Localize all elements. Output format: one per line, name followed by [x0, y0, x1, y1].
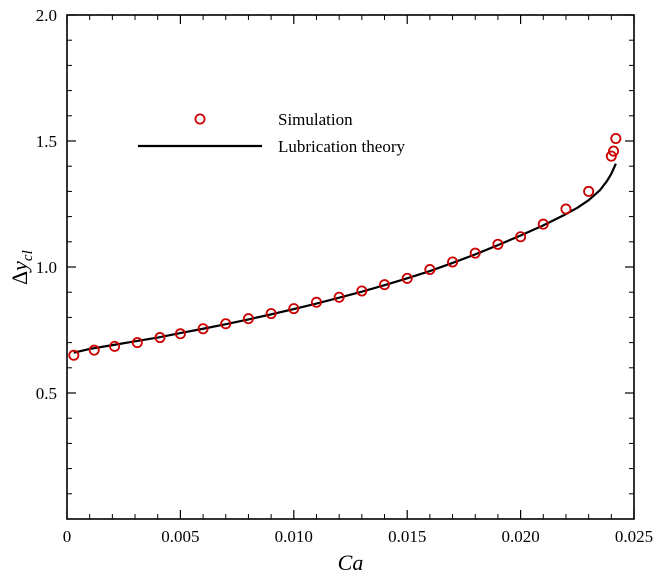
y-tick-label: 1.5 [36, 132, 57, 151]
data-point-simulation [356, 285, 368, 297]
data-point-simulation [560, 203, 572, 215]
y-axis-title: Δycl [7, 250, 36, 285]
data-point-simulation [242, 313, 254, 325]
data-point-simulation [469, 247, 481, 259]
data-point-simulation [515, 231, 527, 243]
legend-label-lubrication-theory: Lubrication theory [278, 137, 405, 156]
legend: Simulation Lubrication theory [138, 110, 405, 156]
data-point-simulation [197, 323, 209, 335]
plot-frame [66, 14, 635, 520]
data-point-simulation [109, 340, 121, 352]
x-axis-title: Ca [338, 550, 364, 575]
data-point-simulation [424, 264, 436, 276]
y-axis-title-prefix: Δ [7, 271, 32, 285]
data-point-simulation [131, 337, 143, 349]
y-tick-label: 0.5 [36, 384, 57, 403]
data-point-simulation [605, 150, 617, 162]
legend-label-simulation: Simulation [278, 110, 353, 129]
data-point-simulation [447, 256, 459, 268]
data-point-simulation [265, 308, 277, 320]
data-point-simulation [379, 279, 391, 291]
y-axis-title-main: y [7, 261, 32, 273]
data-point-simulation [174, 328, 186, 340]
y-axis-title-subscript: cl [20, 250, 36, 261]
data-point-simulation [608, 145, 620, 157]
data-point-simulation [583, 185, 595, 197]
x-tick-label: 0 [63, 527, 72, 546]
data-point-simulation [68, 349, 80, 361]
data-point-simulation [401, 272, 413, 284]
series-line-lubrication-theory [73, 163, 617, 354]
axis-labels: 0 0.005 0.010 0.015 0.020 0.025 0.5 1.0 1.5 2.0 Ca… [7, 6, 653, 575]
x-tick-label: 0.025 [615, 527, 653, 546]
x-tick-label: 0.005 [161, 527, 199, 546]
data-point-simulation [88, 344, 100, 356]
data-point-simulation [610, 132, 622, 144]
data-point-simulation [310, 296, 322, 308]
data-point-simulation [220, 318, 232, 330]
data-layer [68, 132, 622, 361]
data-point-simulation [288, 303, 300, 315]
data-point-simulation [537, 218, 549, 230]
x-tick-label: 0.020 [501, 527, 539, 546]
y-tick-label: 1.0 [36, 258, 57, 277]
y-tick-label: 2.0 [36, 6, 57, 25]
data-point-simulation [333, 291, 345, 303]
data-point-simulation [154, 332, 166, 344]
data-point-simulation [492, 238, 504, 250]
x-tick-label: 0.010 [275, 527, 313, 546]
legend-marker-simulation [194, 113, 206, 125]
x-tick-label: 0.015 [388, 527, 426, 546]
axes-layer [66, 14, 635, 520]
